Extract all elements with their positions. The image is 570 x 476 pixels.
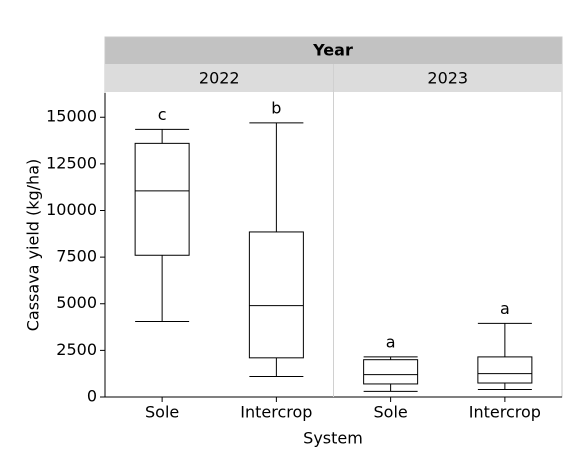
box [363, 359, 419, 385]
box [477, 356, 533, 384]
y-tick-label: 7500 [56, 247, 97, 266]
facet-header [105, 37, 562, 64]
x-tick-label: Intercrop [240, 403, 312, 422]
group-label: b [271, 98, 281, 117]
group-label: a [386, 332, 396, 351]
y-tick-label: 12500 [46, 153, 97, 172]
facet-strip [333, 64, 562, 92]
x-tick-label: Sole [374, 403, 408, 422]
facet-title: Year [312, 41, 353, 60]
y-tick-label: 2500 [56, 340, 97, 359]
y-tick-label: 5000 [56, 293, 97, 312]
y-axis-label: Cassava yield (kg/ha) [24, 159, 43, 332]
facet-strip [105, 64, 334, 92]
y-tick-label: 0 [87, 387, 97, 406]
x-axis-label: System [303, 429, 363, 448]
x-tick-label: Intercrop [469, 403, 541, 422]
facet-label: 2023 [427, 69, 468, 88]
facet-label: 2022 [199, 69, 240, 88]
box [248, 231, 304, 359]
box [134, 142, 190, 256]
y-tick-label: 15000 [46, 107, 97, 126]
group-label: a [500, 299, 510, 318]
y-tick-label: 10000 [46, 200, 97, 219]
group-label: c [158, 105, 167, 124]
x-tick-label: Sole [145, 403, 179, 422]
